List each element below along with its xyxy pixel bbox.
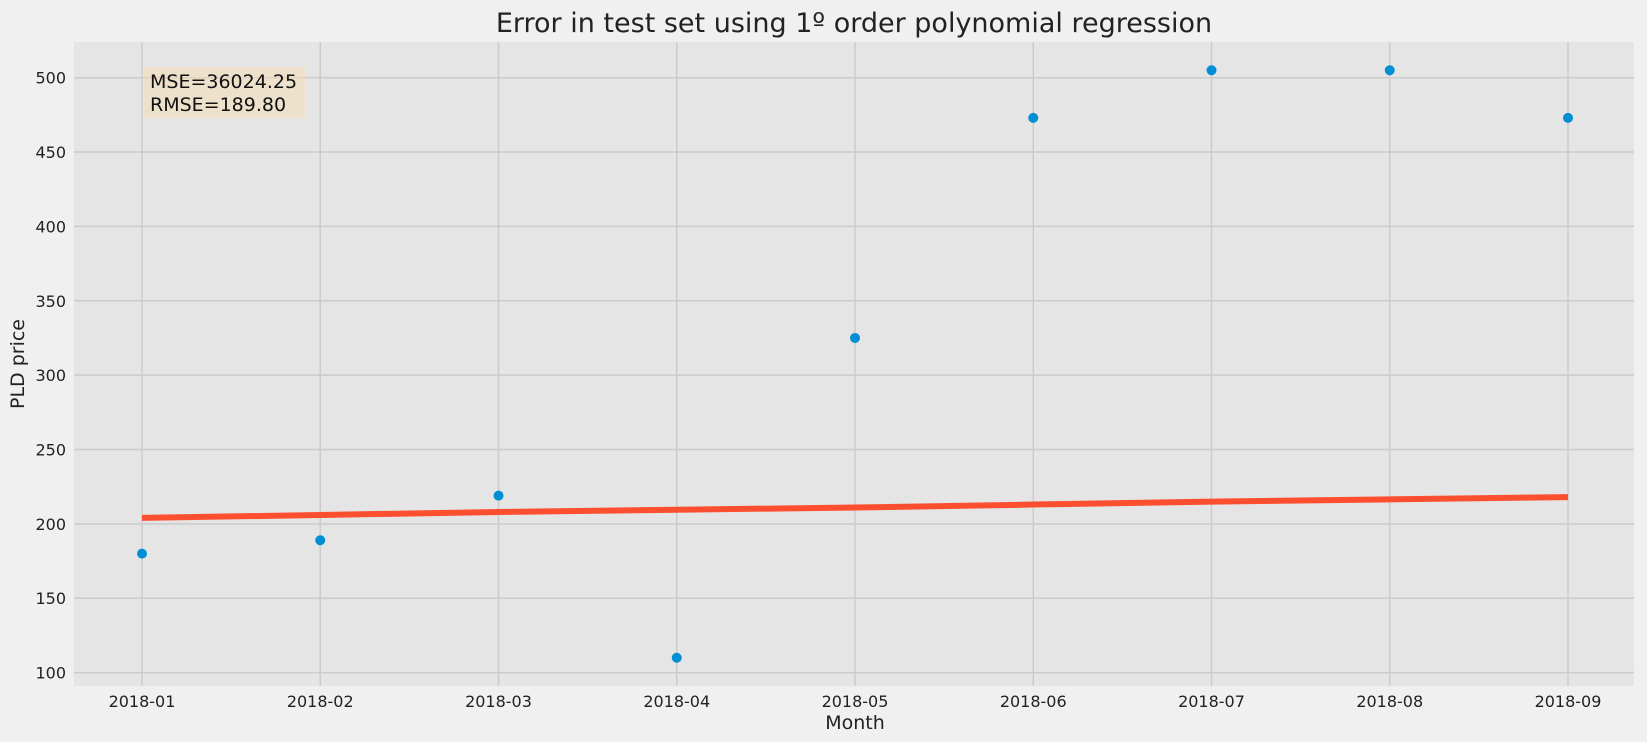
metrics-annotation: MSE=36024.25 RMSE=189.80 xyxy=(144,67,305,118)
x-axis-label: Month xyxy=(825,712,885,734)
x-tick-label: 2018-05 xyxy=(822,692,889,711)
data-point xyxy=(850,332,860,343)
x-tick-label: 2018-02 xyxy=(287,692,354,711)
data-point xyxy=(1384,65,1395,76)
metrics-annotation-box xyxy=(144,67,305,118)
x-tick-label: 2018-04 xyxy=(643,692,710,711)
y-axis-label: PLD price xyxy=(7,319,29,409)
x-axis-ticks: 2018-01 2018-02 2018-03 2018-04 2018-05 2018-… xyxy=(109,692,1602,711)
data-point xyxy=(1028,112,1039,123)
y-tick-label: 400 xyxy=(35,217,66,236)
y-tick-label: 100 xyxy=(35,664,66,683)
x-tick-label: 2018-08 xyxy=(1356,692,1423,711)
x-tick-label: 2018-01 xyxy=(109,692,176,711)
data-point xyxy=(1206,65,1217,76)
y-tick-label: 150 xyxy=(35,589,66,608)
x-tick-label: 2018-03 xyxy=(465,692,532,711)
regression-line xyxy=(141,494,1569,521)
x-tick-label: 2018-06 xyxy=(1000,692,1067,711)
chart-title: Error in test set using 1º order polynom… xyxy=(496,8,1212,39)
y-axis-ticks: 100 150 200 250 300 350 400 450 500 xyxy=(35,69,66,683)
data-point xyxy=(671,652,682,663)
data-point xyxy=(137,548,147,559)
plot-area xyxy=(74,42,1634,686)
y-tick-label: 500 xyxy=(35,69,66,88)
y-tick-label: 250 xyxy=(35,441,66,460)
x-tick-label: 2018-07 xyxy=(1178,692,1245,711)
y-tick-label: 350 xyxy=(35,292,66,311)
x-tick-label: 2018-09 xyxy=(1535,692,1602,711)
rmse-label: RMSE=189.80 xyxy=(150,94,286,116)
data-point xyxy=(493,490,504,501)
y-tick-label: 200 xyxy=(35,515,66,534)
y-tick-label: 300 xyxy=(35,366,66,385)
series xyxy=(137,65,1573,663)
grid xyxy=(74,42,1634,686)
y-tick-label: 450 xyxy=(35,143,66,162)
data-point xyxy=(1563,112,1573,123)
mse-label: MSE=36024.25 xyxy=(150,71,297,93)
data-point xyxy=(315,535,326,546)
